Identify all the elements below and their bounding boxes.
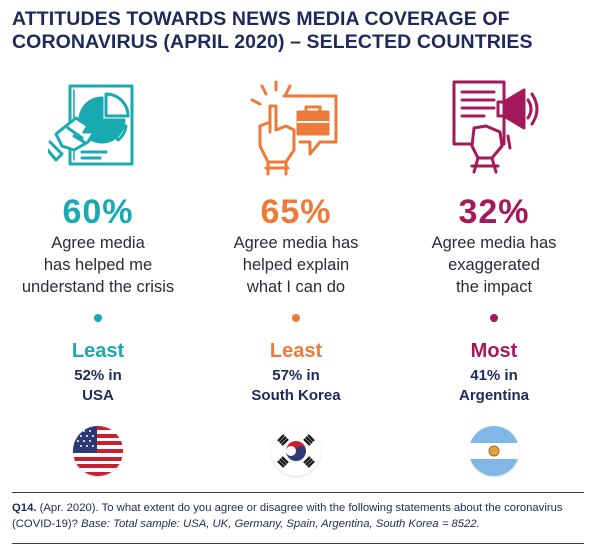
footer-divider-top <box>12 492 584 493</box>
statement-line: understand the crisis <box>21 278 175 296</box>
country-name: Argentina <box>458 387 529 404</box>
rank-label: Least <box>269 340 323 362</box>
stat-column-explain: 65% Agree media has helped explain what … <box>201 76 391 476</box>
statement-line: exaggerated <box>448 256 540 274</box>
country-name: USA <box>82 387 114 404</box>
statement-line: the impact <box>455 278 533 296</box>
footer-divider-bottom <box>12 543 584 544</box>
rank-label: Most <box>470 340 518 362</box>
bullet-dot <box>94 314 102 322</box>
briefcase-hand-icon <box>201 76 391 186</box>
percent-value: 60% <box>62 193 134 231</box>
statement-text: Agree media has helped me understand the… <box>3 232 193 302</box>
percent-value: 65% <box>260 193 332 231</box>
bullet-dot <box>490 314 498 322</box>
statement-line: has helped me <box>43 256 153 274</box>
country-stat: 57% in <box>272 367 320 384</box>
argentina-flag-icon <box>469 426 519 476</box>
country-stat: 41% in <box>470 367 518 384</box>
country-name: South Korea <box>251 387 341 404</box>
stat-column-exaggerated: 32% Agree media has exaggerated the impa… <box>399 76 589 476</box>
rank-label: Least <box>71 340 125 362</box>
footnote: Q14. (Apr. 2020). To what extent do you … <box>12 500 587 532</box>
statement-line: Agree media has <box>233 234 359 252</box>
statement-text: Agree media has helped explain what I ca… <box>201 232 391 302</box>
south-korea-flag-icon <box>271 426 321 476</box>
bullet-dot <box>292 314 300 322</box>
country-stat: 52% in <box>74 367 122 384</box>
statement-line: what I can do <box>246 278 346 296</box>
megaphone-hand-icon <box>399 76 589 186</box>
statement-line: helped explain <box>242 256 350 274</box>
percent-value: 32% <box>458 193 530 231</box>
pie-chart-hand-icon <box>3 76 193 186</box>
stat-column-understand: 60% Agree media has helped me understand… <box>3 76 193 476</box>
question-text: (Apr. 2020). To what extent do you agree… <box>12 502 563 530</box>
base-text: Base: Total sample: USA, UK, Germany, Sp… <box>81 518 480 530</box>
statement-line: Agree media <box>51 234 145 252</box>
statement-text: Agree media has exaggerated the impact <box>399 232 589 302</box>
question-label: Q14. <box>12 502 37 514</box>
page-title: ATTITUDES TOWARDS NEWS MEDIA COVERAGE OF… <box>12 8 533 53</box>
usa-flag-icon <box>73 426 123 476</box>
statement-line: Agree media has <box>431 234 557 252</box>
